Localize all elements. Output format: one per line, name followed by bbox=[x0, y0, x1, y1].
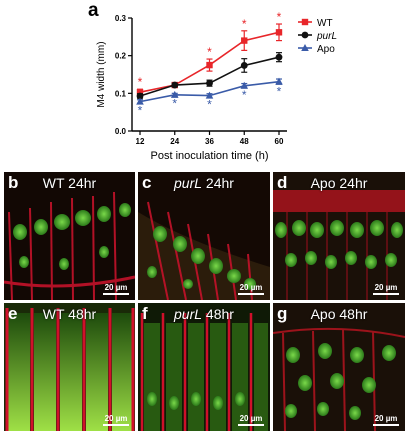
micrograph-f: f purL 48hr 20 µm bbox=[138, 303, 270, 431]
scale-label-d: 20 µm bbox=[374, 283, 398, 292]
micrograph-b-title: WT 24hr bbox=[42, 175, 97, 191]
data-point-purl bbox=[171, 81, 179, 89]
data-point-wt bbox=[275, 29, 283, 36]
significance-mark-apo: * bbox=[242, 88, 247, 102]
data-point-wt bbox=[241, 37, 248, 44]
legend-label-purl: purL bbox=[316, 31, 337, 42]
micrograph-e-image bbox=[4, 303, 135, 431]
significance-mark-wt: * bbox=[138, 75, 143, 89]
scale-bar-g: 20 µm bbox=[373, 414, 399, 426]
x-axis-label: Post inoculation time (h) bbox=[151, 150, 269, 162]
significance-mark-wt: * bbox=[242, 17, 247, 31]
significance-mark-apo: * bbox=[207, 97, 212, 111]
data-point-apo bbox=[240, 81, 249, 89]
panel-e-letter: e bbox=[8, 304, 18, 323]
micrograph-c-image bbox=[138, 172, 270, 300]
significance-mark-wt: * bbox=[207, 45, 212, 59]
scale-bar-c: 20 µm bbox=[238, 283, 264, 295]
micrograph-d-image bbox=[273, 172, 405, 300]
significance-mark-apo: * bbox=[172, 96, 177, 110]
data-point-purl bbox=[275, 53, 283, 61]
scale-bar-d: 20 µm bbox=[373, 283, 399, 295]
legend-label-wt: WT bbox=[317, 18, 333, 29]
legend-marker-wt bbox=[301, 18, 309, 26]
y-tick-label: 0.1 bbox=[115, 89, 127, 98]
micrograph-g-title: Apo 48hr bbox=[310, 306, 368, 322]
data-point-purl bbox=[206, 79, 213, 87]
data-point-apo bbox=[170, 90, 179, 98]
x-tick-label: 36 bbox=[205, 137, 214, 146]
x-tick-label: 48 bbox=[240, 137, 249, 146]
micrograph-b: b WT 24hr 20 µm bbox=[4, 172, 135, 300]
micrograph-e-title: WT 48hr bbox=[42, 306, 97, 322]
data-point-wt bbox=[136, 89, 144, 96]
panel-f-letter: f bbox=[142, 304, 148, 323]
panel-c-letter: c bbox=[142, 173, 152, 192]
significance-mark-apo: * bbox=[277, 84, 282, 98]
data-point-purl bbox=[136, 92, 144, 100]
y-tick-label: 0.0 bbox=[115, 127, 127, 136]
y-tick-label: 0.3 bbox=[115, 14, 127, 23]
data-point-apo bbox=[136, 97, 144, 105]
micrograph-f-image bbox=[138, 303, 270, 431]
legend-label-apo: Apo bbox=[317, 44, 335, 55]
significance-mark-apo: * bbox=[138, 104, 143, 118]
scale-bar-e: 20 µm bbox=[103, 414, 129, 426]
scale-label-c: 20 µm bbox=[239, 283, 263, 292]
data-point-wt bbox=[206, 61, 213, 69]
scale-label-b: 20 µm bbox=[104, 283, 128, 292]
data-point-apo bbox=[275, 77, 283, 85]
scale-label-f: 20 µm bbox=[239, 414, 263, 423]
micrograph-g-image bbox=[273, 303, 405, 431]
scale-bar-f: 20 µm bbox=[238, 414, 264, 426]
micrograph-c-title: purL 24hr bbox=[174, 175, 234, 191]
legend-marker-purl bbox=[301, 31, 309, 39]
x-tick-label: 12 bbox=[136, 137, 145, 146]
scale-bar-b: 20 µm bbox=[103, 283, 129, 295]
y-axis-label: M4 width (mm) bbox=[96, 41, 107, 107]
significance-mark-wt: * bbox=[277, 10, 282, 24]
scale-label-g: 20 µm bbox=[374, 414, 398, 423]
micrograph-c: c purL 24hr 20 µm bbox=[138, 172, 270, 300]
panel-a-letter: a bbox=[88, 0, 99, 21]
legend-marker-apo bbox=[301, 44, 309, 51]
micrograph-g: g Apo 48hr 20 µm bbox=[273, 303, 405, 431]
micrograph-d-title: Apo 24hr bbox=[310, 175, 368, 191]
x-tick-label: 24 bbox=[170, 137, 179, 146]
data-point-purl bbox=[240, 62, 248, 69]
panel-d-letter: d bbox=[277, 173, 288, 192]
panel-g-letter: g bbox=[277, 304, 288, 323]
micrograph-d: d Apo 24hr 20 µm bbox=[273, 172, 405, 300]
scale-label-e: 20 µm bbox=[104, 414, 128, 423]
x-tick-label: 60 bbox=[275, 137, 284, 146]
micrograph-f-title: purL 48hr bbox=[174, 306, 234, 322]
micrograph-b-image bbox=[4, 172, 135, 300]
panel-b-letter: b bbox=[8, 173, 19, 192]
line-chart: 0.0 0.1 0.2 0.3 12 24 36 48 60 Post inoculation t… bbox=[96, 10, 337, 162]
y-tick-label: 0.2 bbox=[115, 52, 127, 61]
data-point-apo bbox=[205, 91, 214, 99]
micrograph-e: e WT 48hr 20 µm bbox=[4, 303, 135, 431]
